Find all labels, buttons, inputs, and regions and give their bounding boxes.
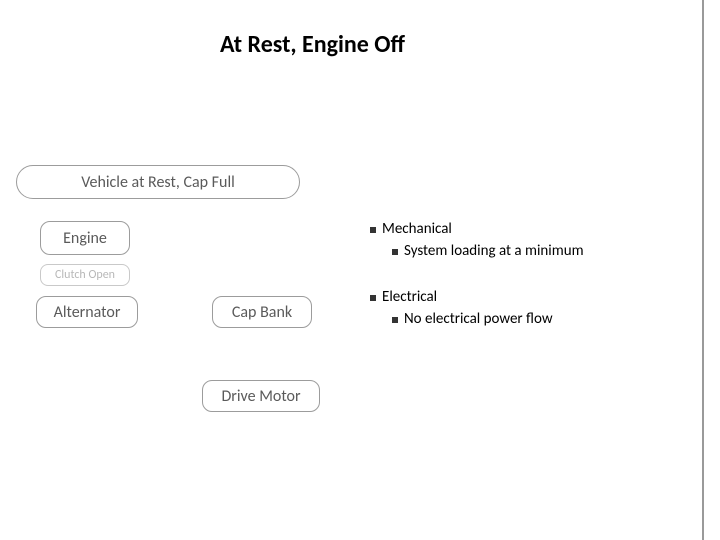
bullet-marker-icon (370, 227, 376, 233)
chip-cap-bank: Cap Bank (212, 296, 312, 328)
bullet-list: Mechanical System loading at a minimum E… (370, 220, 690, 328)
chip-label: Cap Bank (232, 303, 292, 322)
slide: At Rest, Engine Off Vehicle at Rest, Cap… (0, 0, 720, 540)
chip-label: Engine (63, 229, 107, 248)
bullet-gap (370, 260, 690, 288)
chip-vehicle-state: Vehicle at Rest, Cap Full (16, 165, 300, 199)
bullet-text: No electrical power flow (404, 310, 553, 328)
chip-drive-motor: Drive Motor (202, 380, 320, 412)
chip-engine: Engine (40, 221, 130, 255)
bullet-heading: Mechanical (370, 220, 690, 238)
bullet-marker-icon (370, 295, 376, 301)
chip-clutch-open: Clutch Open (40, 264, 130, 286)
right-edge-bar (702, 0, 704, 540)
bullet-heading: Electrical (370, 288, 690, 306)
bullet-text: System loading at a minimum (404, 242, 584, 260)
bullet-text: Electrical (382, 288, 437, 306)
bullet-text: Mechanical (382, 220, 452, 238)
chip-label: Clutch Open (55, 268, 115, 282)
chip-alternator: Alternator (36, 296, 138, 328)
chip-label: Vehicle at Rest, Cap Full (81, 173, 235, 192)
chip-label: Drive Motor (221, 387, 300, 406)
bullet-subitem: No electrical power flow (392, 310, 690, 328)
chip-label: Alternator (54, 303, 121, 322)
slide-title: At Rest, Engine Off (220, 30, 405, 59)
bullet-marker-icon (392, 317, 398, 323)
bullet-subitem: System loading at a minimum (392, 242, 690, 260)
bullet-marker-icon (392, 249, 398, 255)
